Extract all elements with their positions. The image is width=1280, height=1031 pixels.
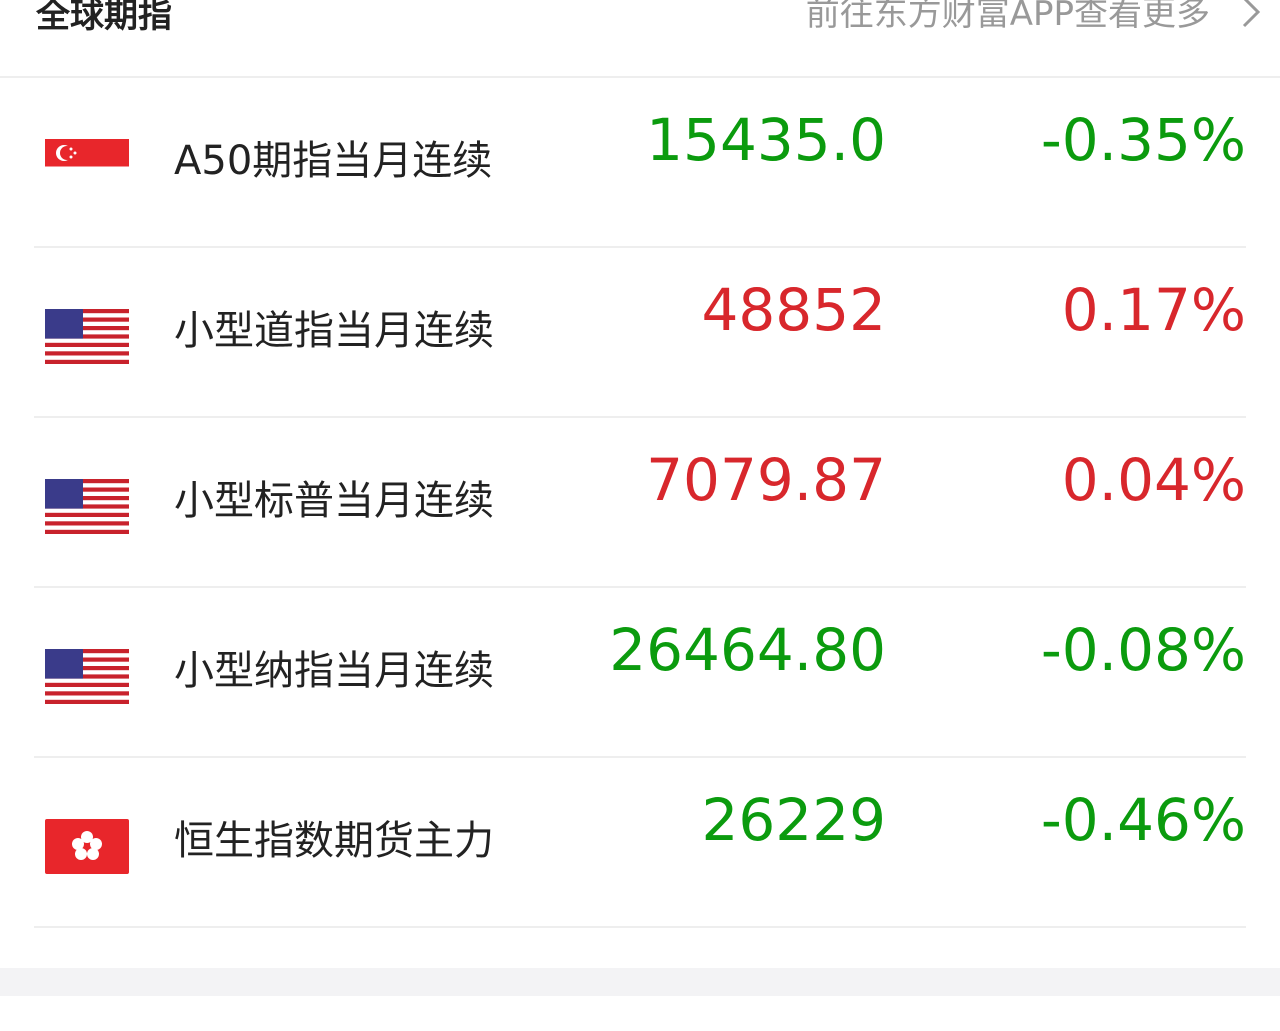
contract-name: A50期指当月连续 xyxy=(174,138,493,184)
quote-row[interactable]: 小型标普当月连续 7079.87 0.04% xyxy=(0,418,1280,588)
contract-name: 小型道指当月连续 xyxy=(174,308,494,354)
change: -0.35% xyxy=(1040,106,1246,174)
flag-icon xyxy=(45,649,129,704)
divider xyxy=(0,76,1280,78)
footer-band xyxy=(0,968,1280,996)
contract-name: 恒生指数期货主力 xyxy=(174,818,494,864)
contract-name: 小型纳指当月连续 xyxy=(174,648,494,694)
price: 26229 xyxy=(701,786,886,854)
change: -0.46% xyxy=(1040,786,1246,854)
chevron-icon[interactable] xyxy=(1236,0,1266,32)
quote-row[interactable]: 恒生指数期货主力 26229 -0.46% xyxy=(0,758,1280,928)
change: -0.08% xyxy=(1040,616,1246,684)
divider xyxy=(34,926,1246,928)
price: 26464.80 xyxy=(609,616,886,684)
contract-name: 小型标普当月连续 xyxy=(174,478,494,524)
change: 0.04% xyxy=(1061,446,1246,514)
quote-row[interactable]: A50期指当月连续 15435.0 -0.35% xyxy=(0,78,1280,248)
more-link[interactable]: 前往东方财富APP查看更多 xyxy=(805,0,1210,34)
divider xyxy=(34,586,1246,588)
divider xyxy=(34,416,1246,418)
flag-icon xyxy=(45,139,129,194)
price: 7079.87 xyxy=(646,446,886,514)
flag-icon xyxy=(45,479,129,534)
price: 48852 xyxy=(701,276,886,344)
change: 0.17% xyxy=(1061,276,1246,344)
header-title: 全球期指 xyxy=(36,0,172,36)
flag-icon xyxy=(45,309,129,364)
flag-icon xyxy=(45,819,129,874)
price: 15435.0 xyxy=(646,106,886,174)
quote-row[interactable]: 小型纳指当月连续 26464.80 -0.08% xyxy=(0,588,1280,758)
divider xyxy=(34,756,1246,758)
divider xyxy=(34,246,1246,248)
quote-row[interactable]: 小型道指当月连续 48852 0.17% xyxy=(0,248,1280,418)
